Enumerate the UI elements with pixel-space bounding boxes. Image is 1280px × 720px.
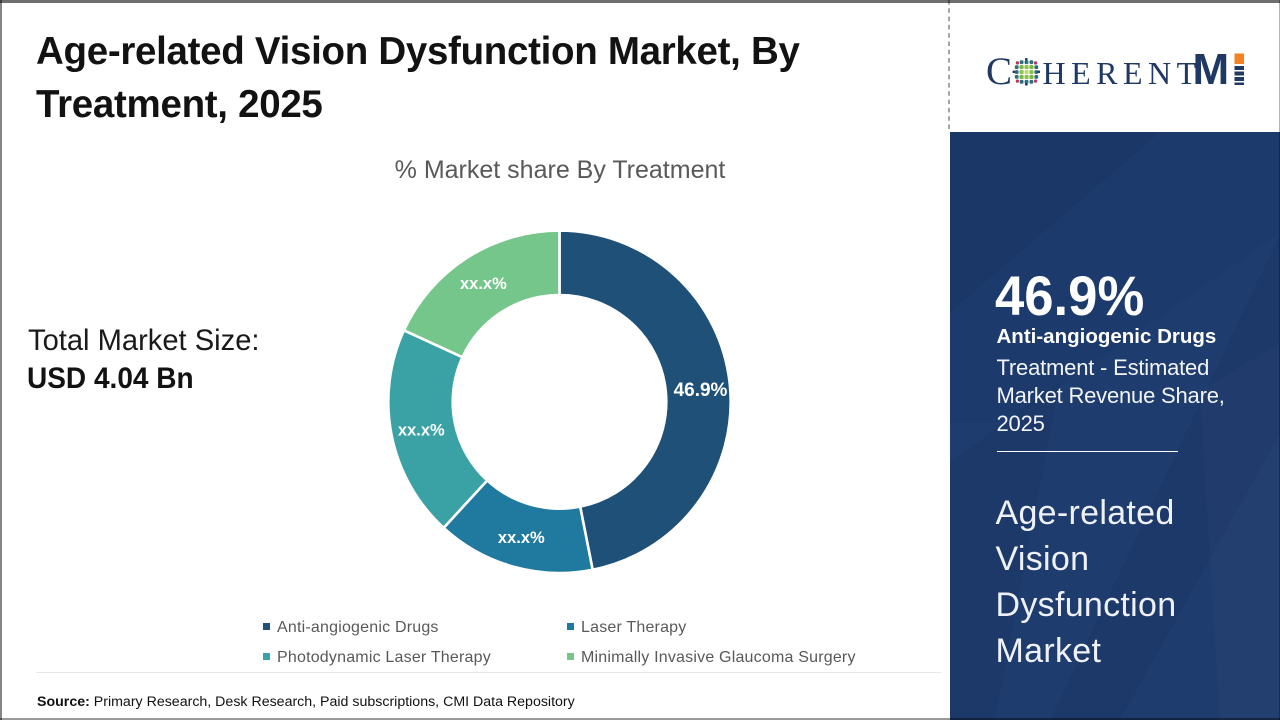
svg-text:HERENT: HERENT (1042, 55, 1201, 91)
svg-text:xx.x%: xx.x% (498, 529, 545, 547)
svg-text:C: C (986, 50, 1012, 93)
svg-text:xx.x%: xx.x% (398, 422, 445, 440)
svg-text:46.9%: 46.9% (674, 380, 728, 401)
svg-text:xx.x%: xx.x% (460, 275, 507, 293)
svg-text:M: M (1192, 45, 1229, 94)
